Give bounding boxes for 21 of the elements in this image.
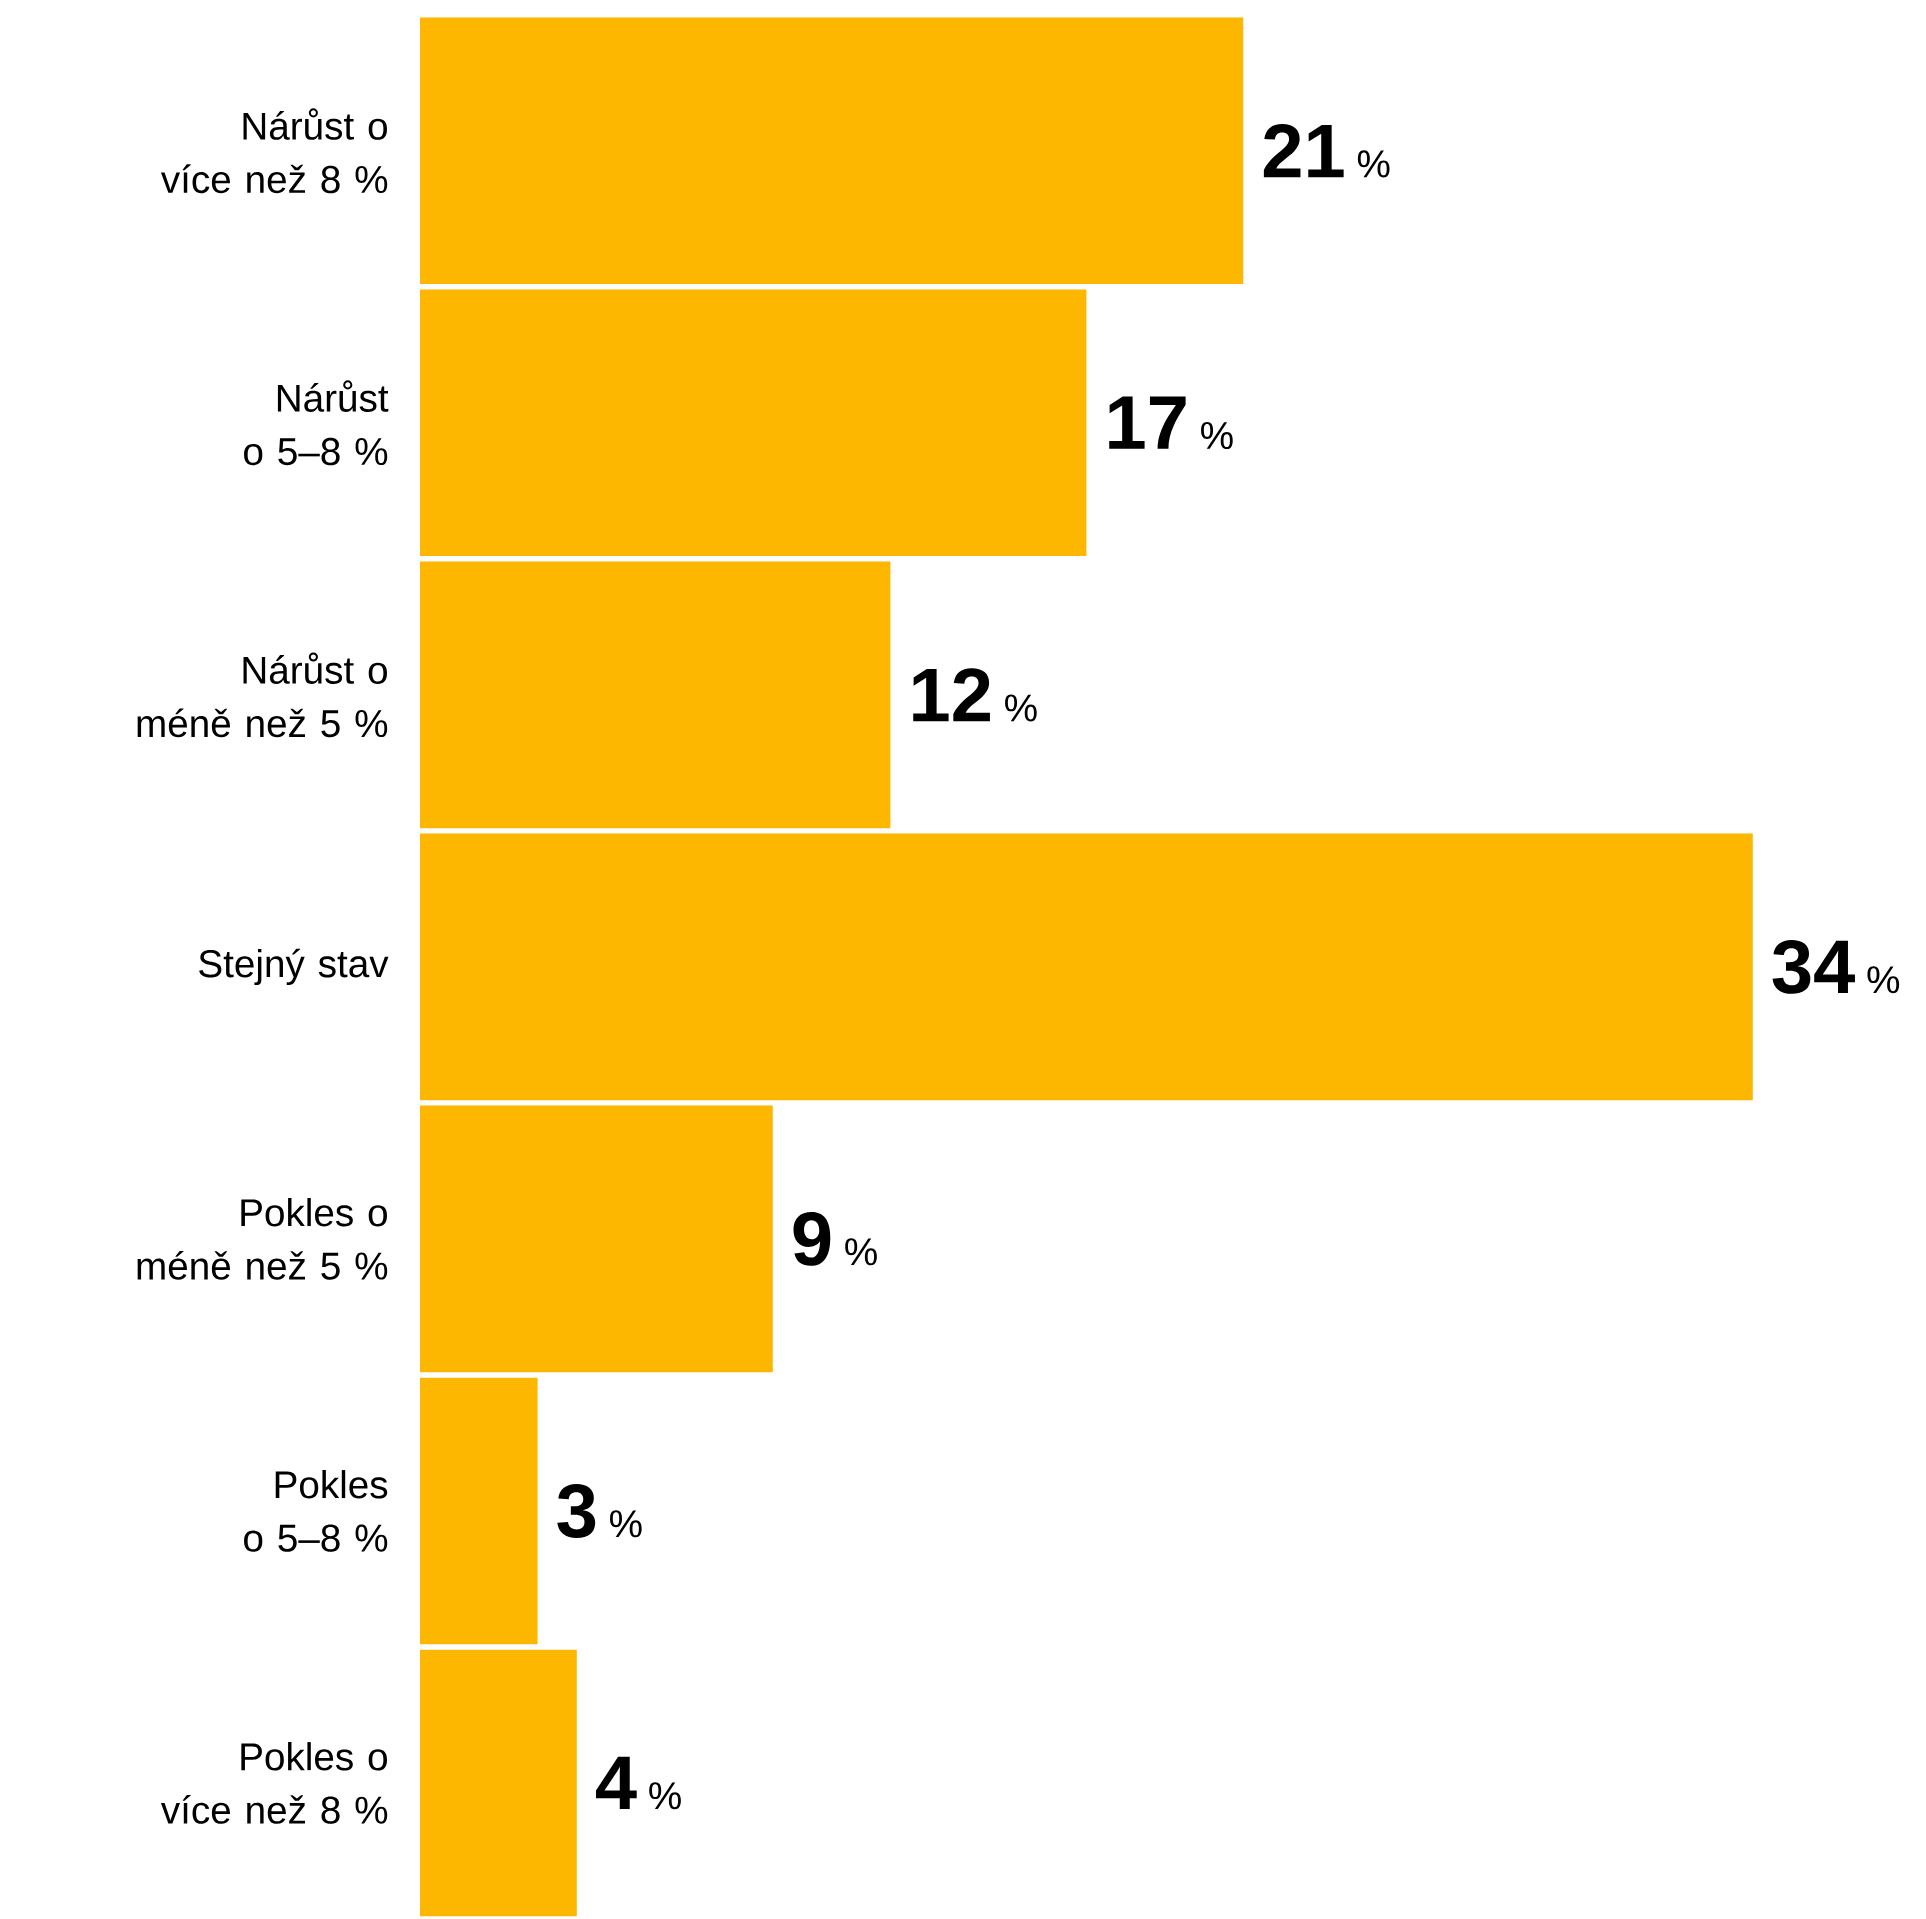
y-tick-label: Pokles o více než 8 % <box>160 1742 388 1824</box>
y-tick-label: Nárůst o více než 8 % <box>160 108 388 194</box>
bar <box>420 289 1087 557</box>
data-label: 17 % <box>1109 396 1233 450</box>
bar <box>420 561 891 829</box>
y-tick-label: Nárůst o méně než 5 % <box>137 652 388 738</box>
y-tick-label: Nárůst o 5–8 % <box>244 380 389 466</box>
bar <box>420 1649 577 1917</box>
data-label: 12 % <box>913 668 1037 722</box>
data-label: 21 % <box>1263 124 1390 178</box>
data-label: 4 % <box>595 1756 681 1810</box>
data-label: 9 % <box>793 1212 877 1266</box>
y-tick-label: Pokles o méně než 5 % <box>137 1198 388 1280</box>
bar <box>420 833 1753 1101</box>
data-label: 34 % <box>1772 939 1900 994</box>
y-tick-label: Stejný stav <box>199 948 389 986</box>
bar <box>420 1377 538 1645</box>
bar <box>420 1105 773 1373</box>
bar <box>420 17 1244 285</box>
y-tick-label: Pokles o 5–8 % <box>244 1470 388 1552</box>
data-label: 3 % <box>557 1484 642 1538</box>
